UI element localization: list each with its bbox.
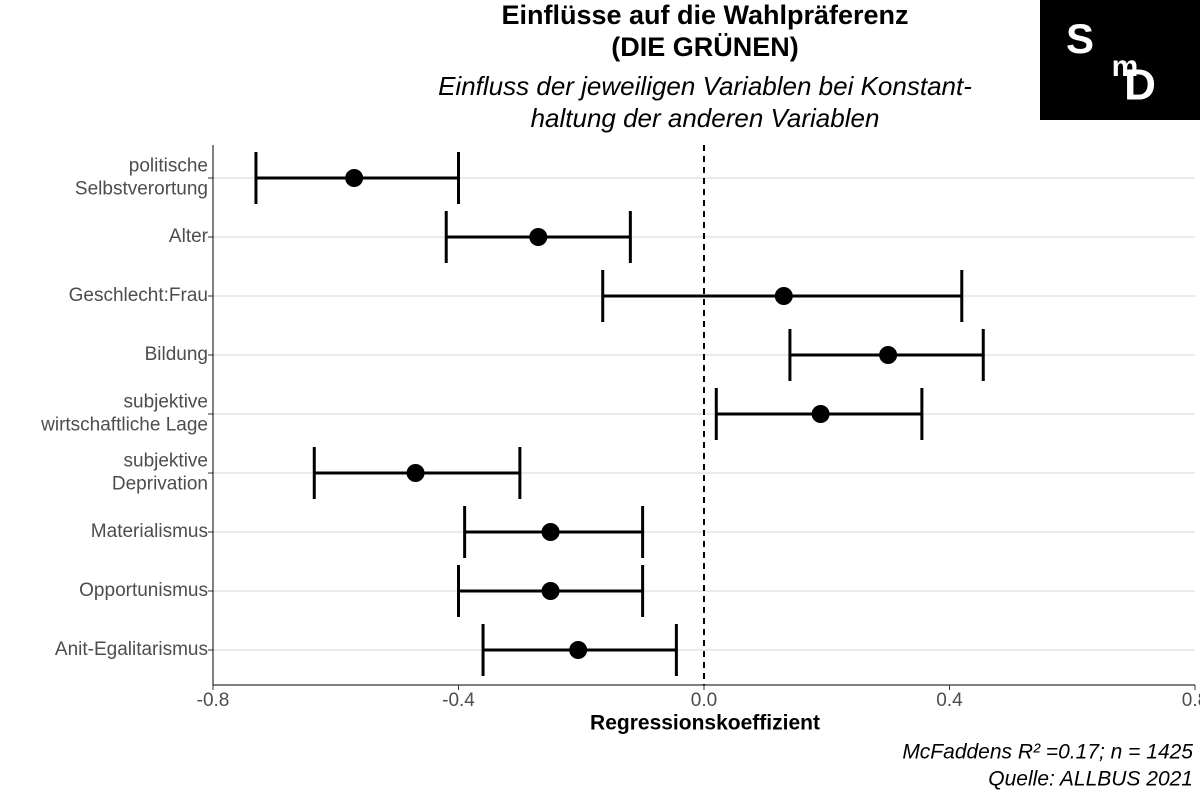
y-tick-label: Alter — [169, 226, 209, 247]
point — [529, 228, 548, 246]
point — [811, 405, 830, 423]
y-tick-label: Geschlecht:Frau — [69, 285, 208, 306]
point — [879, 346, 898, 364]
point — [541, 523, 560, 541]
x-tick-label: -0.4 — [442, 690, 475, 711]
y-tick-label: Opportunismus — [79, 580, 208, 601]
x-tick-label: 0.0 — [691, 690, 717, 711]
point — [541, 582, 560, 600]
caption: McFaddens R² =0.17; n = 1425 Quelle: ALLB… — [902, 740, 1193, 790]
point — [345, 169, 364, 187]
x-tick-label: 0.4 — [936, 690, 963, 711]
y-tick-label: subjektive wirtschaftliche Lage — [40, 392, 208, 436]
point — [569, 641, 588, 659]
logo-letter: S — [1066, 15, 1094, 62]
y-tick-label: Bildung — [145, 344, 208, 365]
y-tick-label: Materialismus — [91, 521, 208, 542]
chart-subtitle: Einfluss der jeweiligen Variablen bei Ko… — [438, 71, 972, 133]
x-tick-label: -0.8 — [197, 690, 230, 711]
point — [406, 464, 425, 482]
logo-letter: D — [1124, 61, 1156, 110]
x-axis-label: Regressionskoeffizient — [590, 712, 820, 735]
point — [774, 287, 793, 305]
x-tick-label: 0.8 — [1182, 690, 1200, 711]
y-tick-label: subjektive Deprivation — [112, 451, 208, 495]
logo — [1040, 0, 1200, 120]
y-tick-label: politische Selbstverortung — [75, 156, 208, 200]
chart-title: Einflüsse auf die Wahlpräferenz (DIE GRÜN… — [501, 0, 908, 62]
y-tick-label: Anit-Egalitarismus — [55, 639, 208, 660]
logo-letter: m — [1112, 50, 1139, 83]
